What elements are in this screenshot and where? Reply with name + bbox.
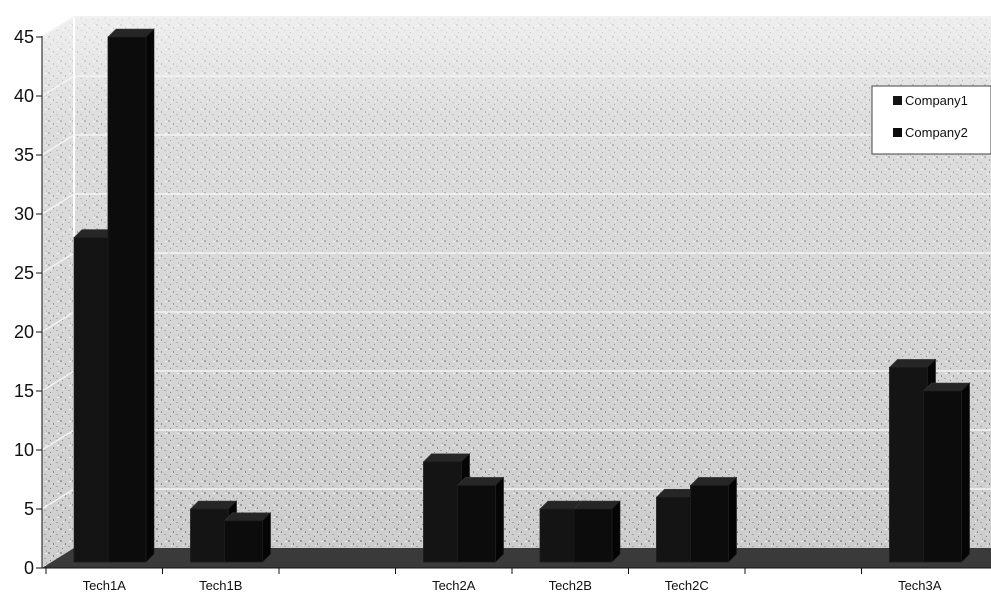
bar-front <box>656 496 695 563</box>
bar <box>573 500 621 563</box>
bar-front <box>423 461 462 563</box>
bar-side <box>611 500 621 563</box>
bar-side <box>262 512 271 563</box>
bar-front <box>539 508 579 563</box>
bar <box>689 476 738 563</box>
bar-side <box>495 476 504 563</box>
bar-front <box>889 366 928 563</box>
y-tick-label: 20 <box>14 322 34 342</box>
legend-swatch-company1 <box>893 96 902 105</box>
side-wall-fade <box>42 16 74 568</box>
back-wall-fade <box>74 16 991 548</box>
legend-label-company1: Company1 <box>905 93 968 108</box>
legend-box <box>871 85 991 155</box>
gridline <box>41 134 991 156</box>
gridline <box>41 193 991 215</box>
x-tick-label: Tech2C <box>665 578 709 593</box>
x-tick-label: Tech1B <box>199 578 242 593</box>
y-tick-label: 40 <box>14 86 34 106</box>
bar-front <box>73 237 113 563</box>
bar <box>107 28 155 563</box>
x-tick-label: Tech1A <box>83 578 127 593</box>
gridline <box>41 75 991 97</box>
bar-front <box>224 520 263 563</box>
legend: Company1 Company2 <box>871 85 991 155</box>
bar-front <box>573 508 613 563</box>
x-tick-label: Tech3A <box>898 578 942 593</box>
y-tick-label: 35 <box>14 145 34 165</box>
bar-side <box>961 382 970 563</box>
x-tick-label: Tech2B <box>549 578 592 593</box>
y-tick-label: 15 <box>14 381 34 401</box>
x-tick-label: Tech2A <box>432 578 476 593</box>
y-tick-label: 10 <box>14 440 34 460</box>
bar-front <box>923 390 962 563</box>
bar-front <box>690 484 729 563</box>
gridline <box>41 16 991 38</box>
y-tick-label: 45 <box>14 27 34 47</box>
y-tick-label: 5 <box>24 499 34 519</box>
axes <box>41 36 991 569</box>
bar-front <box>107 36 147 563</box>
bar <box>922 382 971 563</box>
bar-front <box>190 508 229 563</box>
chart-floor <box>42 548 991 568</box>
bar <box>456 476 505 563</box>
bar-side <box>728 476 737 563</box>
y-ticks: 0 5 10 15 20 25 30 35 40 45 <box>14 27 42 578</box>
legend-swatch-company2 <box>893 128 902 137</box>
bars <box>73 28 971 563</box>
bar-side <box>145 28 155 563</box>
y-tick-label: 30 <box>14 204 34 224</box>
y-tick-label: 25 <box>14 263 34 283</box>
y-tick-label: 0 <box>24 558 34 578</box>
bar-front <box>457 484 496 563</box>
bar <box>223 512 272 563</box>
legend-label-company2: Company2 <box>905 125 968 140</box>
x-ticks: Tech1A Tech1B Tech2A Tech2B Tech2C Tech3A <box>45 568 942 593</box>
